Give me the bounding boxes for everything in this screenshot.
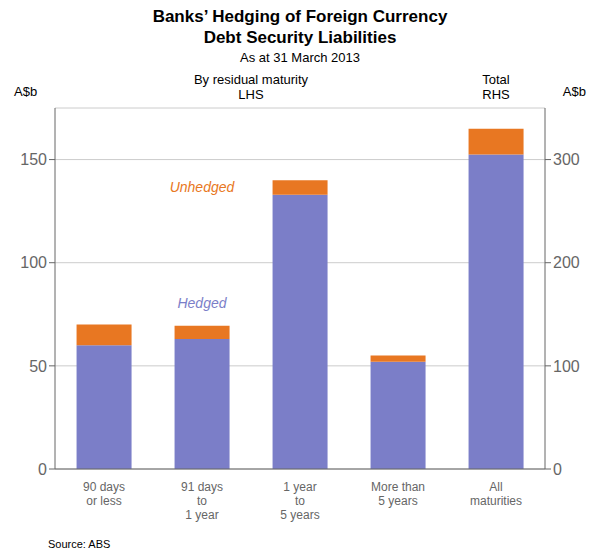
html-text:By residual maturity: By residual maturity	[193, 72, 309, 87]
svg-text:Hedged: Hedged	[177, 295, 227, 311]
svg-text:Allmaturities: Allmaturities	[470, 480, 522, 508]
html-text:A$b: A$b	[562, 84, 586, 99]
html-text:Banks’ Hedging of Foreign Curr: Banks’ Hedging of Foreign Currency	[152, 7, 448, 26]
html-text:Total: Total	[482, 72, 510, 87]
svg-text:100: 100	[553, 358, 580, 375]
svg-text:0: 0	[38, 461, 47, 478]
svg-text:More than5 years: More than5 years	[371, 480, 425, 508]
svg-text:Unhedged: Unhedged	[170, 179, 236, 195]
svg-text:91 daysto1 year: 91 daysto1 year	[181, 480, 223, 522]
html-text:RHS: RHS	[482, 87, 510, 102]
html-text:Source: ABS: Source: ABS	[48, 538, 111, 550]
svg-text:90 daysor less: 90 daysor less	[83, 480, 125, 508]
html-text:A$b: A$b	[14, 84, 38, 99]
html-text:As at 31 March 2013: As at 31 March 2013	[240, 50, 360, 65]
svg-text:300: 300	[553, 151, 580, 168]
html-text:Debt Security Liabilities: Debt Security Liabilities	[203, 28, 397, 47]
svg-text:200: 200	[553, 254, 580, 271]
svg-text:1 yearto5 years: 1 yearto5 years	[280, 480, 319, 522]
svg-text:50: 50	[29, 358, 47, 375]
svg-text:100: 100	[20, 254, 47, 271]
svg-text:0: 0	[553, 461, 562, 478]
svg-text:150: 150	[20, 151, 47, 168]
html-text:LHS: LHS	[238, 87, 264, 102]
